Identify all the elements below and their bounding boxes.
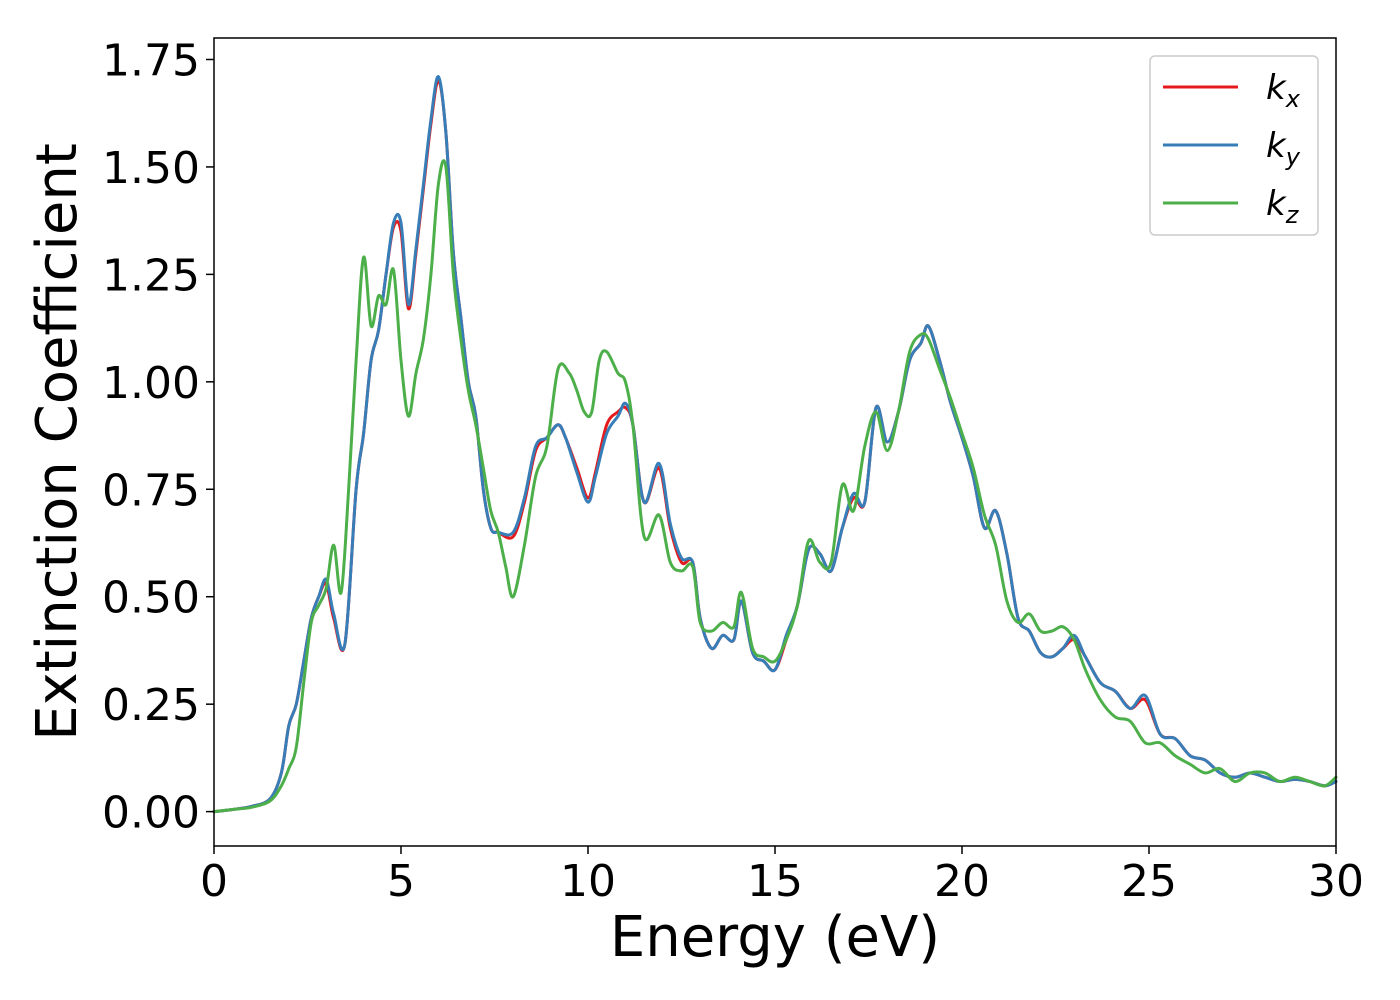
- x-axis: 0 5 10 15 20 25 30: [200, 846, 1364, 907]
- y-tick-label: 1.00: [102, 358, 200, 409]
- y-tick-label: 1.25: [102, 250, 200, 301]
- y-tick-label: 0.00: [102, 788, 200, 839]
- x-tick-label: 10: [560, 856, 616, 907]
- y-tick-label: 0.75: [102, 465, 200, 516]
- y-tick-label: 1.75: [102, 35, 200, 86]
- x-tick-label: 15: [747, 856, 803, 907]
- x-tick-label: 30: [1308, 856, 1364, 907]
- legend-label-x: kx: [1266, 68, 1301, 113]
- x-tick-label: 0: [200, 856, 228, 907]
- legend: kx ky kz: [1149, 55, 1319, 236]
- x-tick-label: 5: [387, 856, 415, 907]
- y-axis: 0.00 0.25 0.50 0.75 1.00 1.25 1.50 1.75: [102, 35, 214, 839]
- y-tick-label: 0.25: [102, 680, 200, 731]
- x-tick-label: 20: [934, 856, 990, 907]
- y-axis-label: Extinction Coefficient: [25, 143, 90, 741]
- series-layer: [212, 75, 1338, 814]
- series-line-z: [212, 159, 1338, 814]
- x-tick-label: 25: [1121, 856, 1177, 907]
- legend-label-y: ky: [1266, 126, 1301, 171]
- y-tick-label: 1.50: [102, 143, 200, 194]
- x-axis-label: Energy (eV): [610, 905, 940, 970]
- y-tick-label: 0.50: [102, 573, 200, 624]
- legend-label-z: kz: [1266, 184, 1300, 229]
